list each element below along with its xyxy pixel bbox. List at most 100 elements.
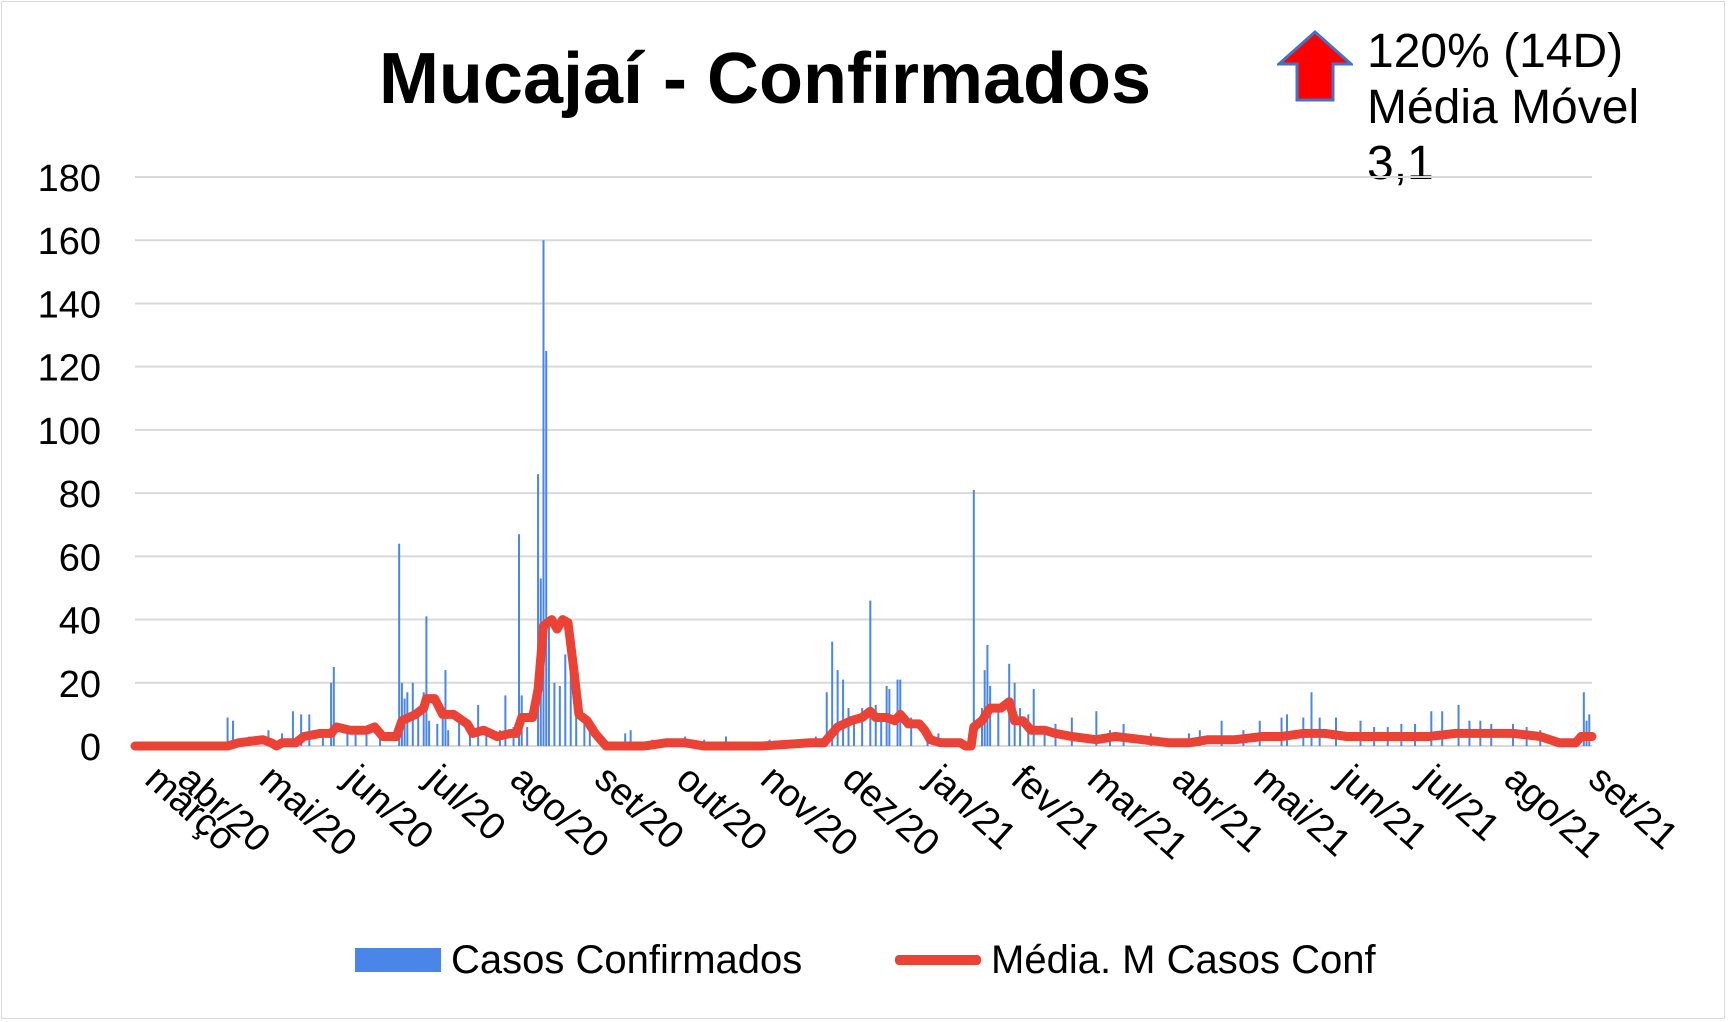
bar (354, 730, 357, 746)
bar (400, 682, 403, 746)
indicator-value: 3,1 (1367, 137, 1434, 190)
bar (629, 730, 632, 746)
bar (558, 685, 561, 746)
bar (485, 733, 488, 746)
bar (588, 730, 591, 746)
bar (428, 720, 431, 746)
legend-label-line: Média. M Casos Conf (991, 937, 1376, 982)
bar (330, 682, 333, 746)
bar (874, 704, 877, 746)
y-tick-label: 0 (80, 727, 101, 769)
bar (825, 692, 828, 746)
bar (983, 670, 986, 746)
bar (398, 543, 401, 746)
y-tick-label: 120 (38, 348, 101, 390)
bar (724, 736, 727, 746)
bar (1457, 704, 1460, 746)
x-tick-label: mai/20 (252, 757, 365, 865)
y-tick-label: 100 (38, 411, 101, 453)
legend-swatch-line (895, 955, 981, 965)
bar (1070, 717, 1073, 746)
bar (831, 641, 834, 746)
y-tick-label: 40 (59, 601, 101, 643)
y-tick-label: 160 (38, 221, 101, 263)
bar (379, 736, 382, 746)
bar (847, 708, 850, 746)
bar (880, 717, 883, 746)
bar (332, 666, 335, 746)
y-tick-label: 20 (59, 664, 101, 706)
x-tick-label: mai/21 (1246, 757, 1359, 865)
bar (526, 727, 529, 746)
bar (444, 670, 447, 746)
bar (1032, 689, 1035, 746)
bar (291, 711, 294, 746)
bar (468, 733, 471, 746)
bar (547, 622, 550, 746)
moving-average-indicator: 120% (14D) Média Móvel 3,1 (1367, 24, 1639, 192)
bar (583, 720, 586, 746)
bar (365, 733, 368, 746)
bar (1043, 733, 1046, 746)
bar (986, 644, 989, 746)
bar (861, 708, 864, 746)
indicator-change: 120% (14D) (1367, 25, 1624, 78)
bar (542, 240, 545, 746)
bar (972, 489, 975, 746)
bar (1095, 711, 1098, 746)
bar (1441, 711, 1444, 746)
bar (517, 534, 520, 746)
bar (425, 616, 428, 746)
moving-average-line (130, 615, 1597, 751)
indicator-label: Média Móvel (1367, 81, 1640, 134)
bar (308, 714, 311, 746)
bar (447, 730, 450, 746)
bar (569, 666, 572, 746)
y-tick-label: 60 (59, 537, 101, 579)
bar (564, 654, 567, 746)
bar (1220, 720, 1223, 746)
up-arrow-icon (1277, 30, 1353, 102)
y-tick-label: 180 (38, 158, 101, 200)
bar (422, 692, 425, 746)
legend-label-bars: Casos Confirmados (451, 937, 803, 982)
bar (545, 350, 548, 746)
bar (1285, 714, 1288, 746)
bar (852, 717, 855, 746)
bar (417, 708, 420, 746)
y-tick-label: 140 (38, 284, 101, 326)
bar (346, 727, 349, 746)
legend-item-line: Média. M Casos Conf (895, 930, 1376, 990)
bar (458, 720, 461, 746)
legend-swatch-bars (355, 948, 441, 972)
x-tick-label: out/20 (668, 757, 775, 859)
bar (537, 474, 540, 746)
bar (842, 679, 845, 746)
bar (504, 695, 507, 746)
bar (300, 714, 303, 746)
bar (869, 600, 872, 746)
bar (910, 717, 913, 746)
bar (624, 733, 627, 746)
bar (1280, 717, 1283, 746)
x-tick-label: fev/21 (1003, 757, 1108, 857)
bar (1582, 692, 1585, 746)
chart-title: Mucajaí - Confirmados (378, 39, 1152, 119)
bar (575, 692, 578, 746)
bar (436, 723, 439, 746)
bar (321, 733, 324, 746)
bar (1588, 714, 1591, 746)
bar (477, 704, 480, 746)
legend-item-bars: Casos Confirmados (355, 930, 802, 990)
bar (836, 670, 839, 746)
bar (980, 708, 983, 746)
legend: Casos Confirmados Média. M Casos Conf (0, 930, 1728, 990)
bar (226, 717, 229, 746)
y-tick-label: 80 (59, 474, 101, 516)
bar (997, 708, 1000, 746)
bar (1019, 708, 1022, 746)
bar (441, 708, 444, 746)
bar (553, 682, 556, 746)
